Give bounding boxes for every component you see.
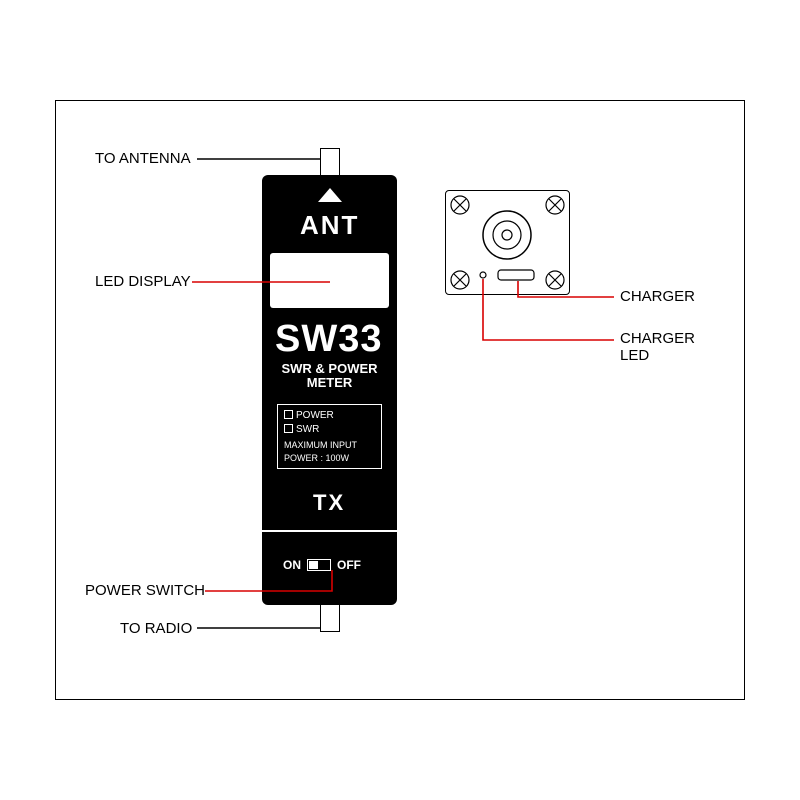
info-max2: POWER : 100W xyxy=(284,452,375,465)
info-power-row: POWER xyxy=(284,409,375,423)
info-power: POWER xyxy=(296,410,334,421)
info-swr: SWR xyxy=(296,424,319,435)
antenna-stub-top xyxy=(320,148,340,176)
switch-on-label: ON xyxy=(283,558,301,572)
switch-off-label: OFF xyxy=(337,558,361,572)
callout-to-radio: TO RADIO xyxy=(120,620,192,637)
model-label: SW33 xyxy=(275,318,382,361)
callout-charger-led-l1: CHARGER xyxy=(620,330,695,347)
diagram-frame xyxy=(55,100,745,700)
divider xyxy=(262,530,397,532)
info-max1: MAXIMUM INPUT xyxy=(284,439,375,452)
subtitle-line2: METER xyxy=(307,375,353,390)
power-switch[interactable] xyxy=(307,559,331,571)
callout-to-antenna: TO ANTENNA xyxy=(95,150,191,167)
antenna-arrow-icon xyxy=(318,188,342,202)
subtitle-line1: SWR & POWER xyxy=(281,361,377,376)
led-display xyxy=(270,253,389,308)
ant-label: ANT xyxy=(300,210,359,241)
switch-knob xyxy=(309,561,318,569)
info-box: POWER SWR MAXIMUM INPUT POWER : 100W xyxy=(277,404,382,469)
radio-stub-bottom xyxy=(320,604,340,632)
subtitle: SWR & POWER METER xyxy=(273,362,386,391)
checkbox-icon xyxy=(284,424,293,433)
charger-panel xyxy=(445,190,570,295)
callout-led-display: LED DISPLAY xyxy=(95,273,191,290)
callout-charger: CHARGER xyxy=(620,288,695,305)
checkbox-icon xyxy=(284,410,293,419)
power-switch-row: ON OFF xyxy=(283,558,361,572)
callout-charger-led: CHARGER LED xyxy=(620,330,695,365)
callout-power-switch: POWER SWITCH xyxy=(85,582,205,599)
callout-charger-led-l2: LED xyxy=(620,347,649,364)
info-swr-row: SWR xyxy=(284,423,375,437)
tx-label: TX xyxy=(313,490,345,516)
